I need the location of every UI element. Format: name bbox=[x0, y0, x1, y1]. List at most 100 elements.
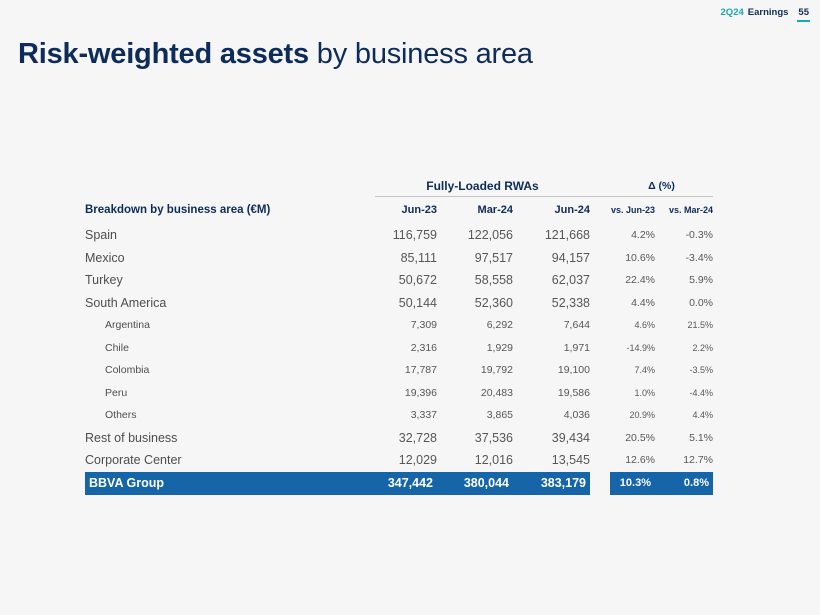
cell-jun-24: 1,971 bbox=[563, 341, 590, 354]
cell-mar-24: 58,558 bbox=[474, 273, 513, 288]
cell-mar-24: 19,792 bbox=[480, 364, 513, 377]
cell-vs-mar-24: 5.1% bbox=[689, 431, 713, 444]
deck-header: 2Q24 Earnings 55 bbox=[721, 7, 810, 22]
rwa-table: Fully-Loaded RWAs Δ (%) Breakdown by bus… bbox=[85, 176, 713, 495]
row-label: BBVA Group bbox=[85, 471, 375, 495]
table-row: Spain 116,759 122,056 121,668 4.2% -0.3% bbox=[85, 224, 713, 247]
column-header-mar-24: Mar-24 bbox=[477, 204, 513, 216]
cell-vs-mar-24: -3.5% bbox=[689, 365, 713, 376]
cell-mar-24: 6,292 bbox=[486, 319, 513, 332]
group-header-rule bbox=[375, 196, 713, 197]
cell-jun-23: 50,672 bbox=[398, 273, 437, 288]
cell-vs-jun-23: 20.5% bbox=[625, 431, 655, 444]
cell-mar-24: 380,044 bbox=[437, 471, 513, 495]
cell-jun-23: 19,396 bbox=[404, 386, 437, 399]
page-title: Risk-weighted assets by business area bbox=[18, 38, 533, 71]
cell-jun-23: 347,442 bbox=[375, 471, 437, 495]
deck-tag: 2Q24 bbox=[720, 7, 744, 18]
cell-jun-23: 17,787 bbox=[404, 364, 437, 377]
cell-mar-24: 3,865 bbox=[486, 409, 513, 422]
cell-gap bbox=[590, 472, 610, 495]
cell-mar-24: 12,016 bbox=[474, 453, 513, 468]
cell-jun-23: 12,029 bbox=[398, 453, 437, 468]
page-title-rest: by business area bbox=[308, 38, 533, 70]
cell-jun-24: 383,179 bbox=[513, 471, 590, 495]
cell-vs-mar-24: 0.0% bbox=[689, 296, 713, 309]
cell-vs-mar-24: 2.2% bbox=[692, 342, 713, 353]
cell-gap bbox=[590, 382, 610, 405]
cell-jun-23: 50,144 bbox=[398, 295, 437, 310]
cell-jun-24: 121,668 bbox=[544, 228, 590, 243]
cell-jun-23: 116,759 bbox=[392, 228, 437, 243]
cell-jun-24: 62,037 bbox=[551, 273, 590, 288]
row-label: Colombia bbox=[105, 364, 150, 377]
cell-jun-24: 19,100 bbox=[557, 364, 590, 377]
cell-vs-jun-23: 12.6% bbox=[625, 454, 655, 467]
page-number: 55 bbox=[797, 7, 810, 22]
cell-gap bbox=[590, 404, 610, 427]
deck-title: Earnings bbox=[747, 7, 789, 18]
row-label: Rest of business bbox=[85, 430, 178, 445]
cell-vs-mar-24: -4.4% bbox=[689, 387, 713, 398]
cell-gap bbox=[590, 314, 610, 337]
cell-vs-mar-24: 4.4% bbox=[692, 410, 713, 421]
column-header-jun-23: Jun-23 bbox=[401, 204, 437, 216]
row-label: Mexico bbox=[85, 250, 125, 265]
cell-jun-23: 32,728 bbox=[398, 430, 437, 445]
cell-jun-24: 7,644 bbox=[563, 319, 590, 332]
row-label: South America bbox=[85, 295, 167, 310]
cell-gap bbox=[590, 224, 610, 247]
cell-vs-jun-23: 7.4% bbox=[634, 365, 655, 376]
row-label: Spain bbox=[85, 228, 117, 243]
column-header-vs-jun-23: vs. Jun-23 bbox=[610, 205, 655, 215]
cell-jun-23: 7,309 bbox=[410, 319, 437, 332]
row-label: Argentina bbox=[105, 319, 150, 332]
cell-jun-24: 39,434 bbox=[551, 430, 590, 445]
cell-vs-jun-23: 4.4% bbox=[631, 296, 655, 309]
cell-gap bbox=[590, 247, 610, 270]
cell-vs-jun-23: 10.6% bbox=[625, 251, 655, 264]
cell-vs-jun-23: 20.9% bbox=[629, 410, 655, 421]
cell-vs-jun-23: 10.3% bbox=[610, 471, 655, 495]
cell-vs-jun-23: -14.9% bbox=[626, 342, 655, 353]
table-corner-label: Breakdown by business area (€M) bbox=[85, 204, 271, 216]
column-header-jun-24: Jun-24 bbox=[554, 204, 590, 216]
table-group-header-row: Fully-Loaded RWAs Δ (%) bbox=[85, 176, 713, 196]
cell-jun-24: 94,157 bbox=[551, 250, 590, 265]
cell-jun-23: 85,111 bbox=[400, 250, 437, 265]
table-row: Chile 2,316 1,929 1,971 -14.9% 2.2% bbox=[85, 337, 713, 360]
cell-jun-23: 2,316 bbox=[410, 341, 437, 354]
row-label: Chile bbox=[105, 341, 129, 354]
row-label: Others bbox=[105, 409, 137, 422]
table-row: Colombia 17,787 19,792 19,100 7.4% -3.5% bbox=[85, 359, 713, 382]
cell-gap bbox=[590, 427, 610, 450]
cell-vs-mar-24: 12.7% bbox=[683, 454, 713, 467]
group-header-delta-pct: Δ (%) bbox=[648, 180, 675, 192]
cell-jun-24: 4,036 bbox=[563, 409, 590, 422]
row-label: Peru bbox=[105, 386, 128, 399]
cell-jun-24: 52,338 bbox=[551, 295, 590, 310]
cell-mar-24: 122,056 bbox=[467, 228, 513, 243]
table-column-header-row: Breakdown by business area (€M) Jun-23 M… bbox=[85, 198, 713, 222]
table-row: Mexico 85,111 97,517 94,157 10.6% -3.4% bbox=[85, 247, 713, 270]
table-total-row: BBVA Group 347,442 380,044 383,179 10.3% 0.8% bbox=[85, 471, 713, 495]
cell-mar-24: 52,360 bbox=[474, 295, 513, 310]
cell-mar-24: 20,483 bbox=[480, 386, 513, 399]
cell-jun-23: 3,337 bbox=[410, 409, 437, 422]
cell-jun-24: 13,545 bbox=[551, 453, 590, 468]
table-row: South America 50,144 52,360 52,338 4.4% 0.0% bbox=[85, 292, 713, 315]
table-row: Rest of business 32,728 37,536 39,434 20.5% 5… bbox=[85, 427, 713, 450]
cell-vs-jun-23: 4.2% bbox=[631, 229, 655, 242]
table-row: Turkey 50,672 58,558 62,037 22.4% 5.9% bbox=[85, 269, 713, 292]
row-label: Corporate Center bbox=[85, 453, 182, 468]
cell-gap bbox=[590, 337, 610, 360]
cell-gap bbox=[590, 292, 610, 315]
row-label: Turkey bbox=[85, 273, 123, 288]
cell-vs-mar-24: -3.4% bbox=[685, 251, 713, 264]
cell-mar-24: 1,929 bbox=[486, 341, 513, 354]
page-title-emphasis: Risk-weighted assets bbox=[18, 38, 309, 70]
cell-vs-mar-24: -0.3% bbox=[685, 229, 713, 242]
cell-gap bbox=[590, 269, 610, 292]
cell-vs-mar-24: 21.5% bbox=[687, 320, 713, 331]
